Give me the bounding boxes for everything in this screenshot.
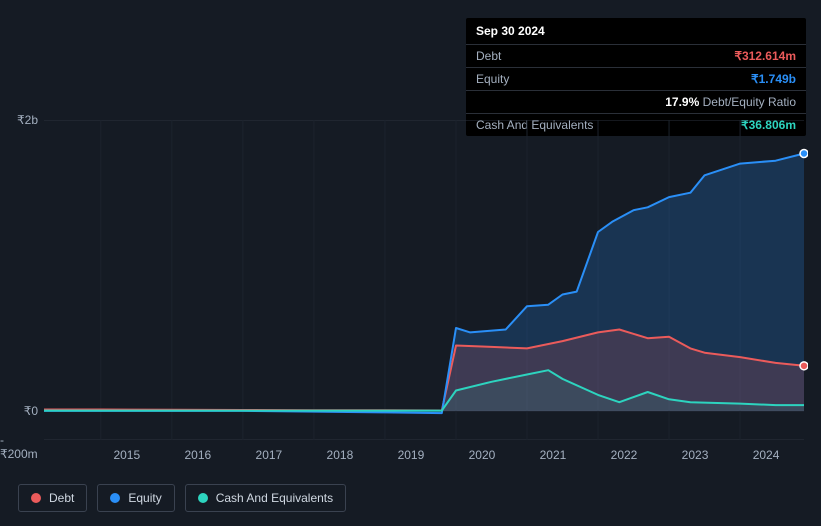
plot-area	[18, 120, 808, 440]
legend-item[interactable]: Cash And Equivalents	[185, 484, 346, 512]
legend-dot-icon	[110, 493, 120, 503]
x-tick-label: 2017	[256, 448, 283, 462]
legend-dot-icon	[31, 493, 41, 503]
legend-item[interactable]: Debt	[18, 484, 87, 512]
legend-dot-icon	[198, 493, 208, 503]
x-tick-label: 2023	[682, 448, 709, 462]
legend-item[interactable]: Equity	[97, 484, 174, 512]
chart-legend: Debt Equity Cash And Equivalents	[18, 484, 346, 512]
x-tick-label: 2024	[753, 448, 780, 462]
debt-equity-chart: ₹2b₹0-₹200m 2015201620172018201920202021…	[0, 0, 821, 526]
legend-label: Debt	[49, 491, 74, 505]
x-tick-label: 2019	[398, 448, 425, 462]
x-tick-label: 2015	[113, 448, 140, 462]
legend-label: Cash And Equivalents	[216, 491, 333, 505]
x-tick-label: 2020	[469, 448, 496, 462]
x-tick-label: 2021	[540, 448, 567, 462]
x-tick-label: 2022	[611, 448, 638, 462]
x-tick-label: 2018	[327, 448, 354, 462]
x-tick-label: 2016	[184, 448, 211, 462]
legend-label: Equity	[128, 491, 161, 505]
